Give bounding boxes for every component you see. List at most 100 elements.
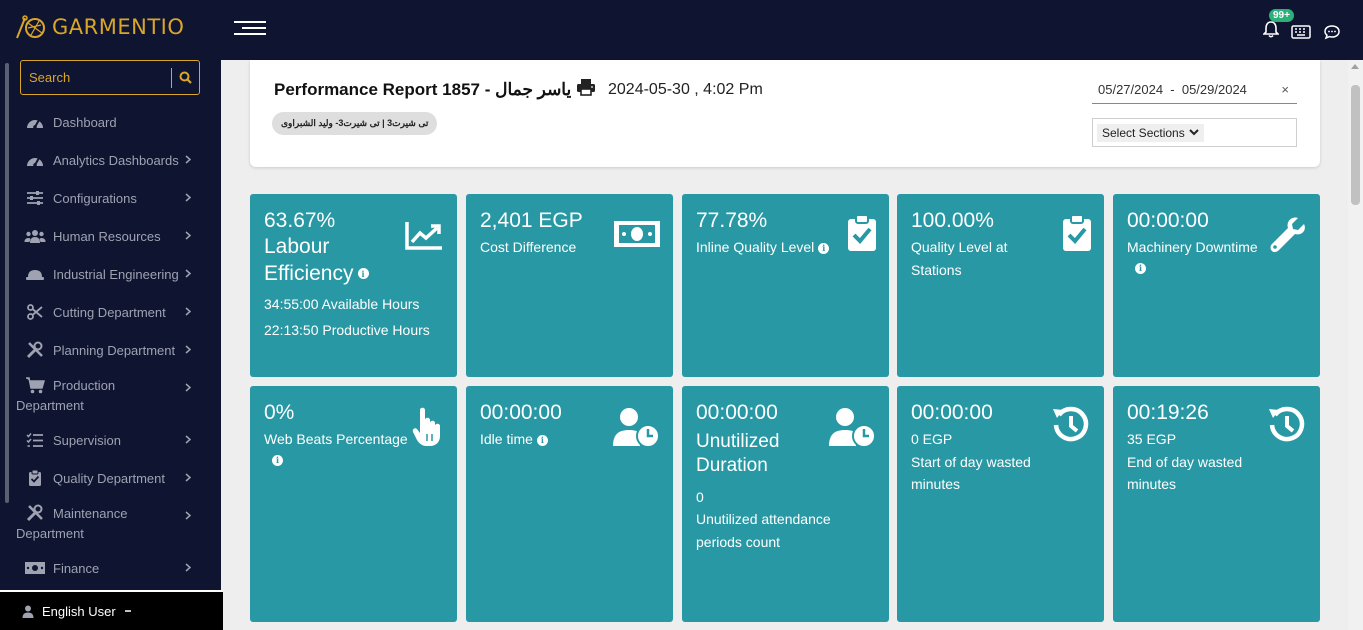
card-labour-efficiency: 63.67% Labour Efficiency i 34:55:00 Avail… [250, 194, 457, 377]
sidebar-item-label: Cutting Department [53, 304, 166, 320]
chevron-down-icon [1189, 129, 1199, 136]
clipboard-check-icon [1063, 214, 1091, 251]
sidebar-item-supervision[interactable]: Supervision [0, 421, 221, 459]
date-range-value: 05/27/2024 - 05/29/2024 [1098, 82, 1247, 97]
sidebar-item-industrial-engineering[interactable]: Industrial Engineering [0, 255, 221, 293]
logo[interactable]: GARMENTIO [14, 14, 184, 40]
search-input[interactable] [21, 70, 171, 85]
sidebar-item-maintenance-department[interactable]: Maintenance Department [0, 497, 221, 549]
sidebar-item-quality-department[interactable]: Quality Department [0, 459, 221, 497]
date-range-picker[interactable]: 05/27/2024 - 05/29/2024 × [1092, 76, 1297, 104]
sidebar-item-label: Maintenance [53, 505, 128, 521]
card-label: Idle time i [480, 428, 659, 450]
wrench-icon [1270, 217, 1305, 253]
notifications-button[interactable]: 99+ [1262, 9, 1294, 43]
info-icon[interactable]: i [357, 268, 369, 280]
card-value: 00:00:00 [696, 401, 778, 424]
sidebar-item-finance[interactable]: Finance [0, 549, 221, 587]
shift-chip[interactable]: تى شيرت3 | تى شيرت3- وليد الشبراوى [272, 112, 438, 135]
unutilized-count: 0 [696, 488, 704, 505]
card-label: End of day wasted minutes [1127, 453, 1243, 493]
sidebar-item-configurations[interactable]: Configurations [0, 179, 221, 217]
sidebar-item-production-department[interactable]: Production Department [0, 369, 221, 421]
scissors-icon [27, 304, 43, 320]
info-icon[interactable]: i [818, 243, 830, 255]
chevron-right-icon [185, 269, 191, 278]
chat-icon[interactable] [1323, 24, 1341, 40]
sidebar-item-label: Supervision [53, 432, 121, 448]
card-label: Start of day wasted minutes [911, 453, 1031, 493]
card-quality-stations: 100.00% Quality Level at Stations [897, 194, 1104, 377]
clipboard-check-icon [848, 214, 876, 251]
select-sections-label: Select Sections [1102, 125, 1185, 140]
print-icon[interactable] [576, 78, 596, 96]
dropdown-caret-icon [124, 610, 131, 612]
sections-select: Select Sections [1092, 118, 1297, 147]
keyboard-icon[interactable] [1291, 24, 1311, 39]
scroll-up-arrow[interactable] [1351, 64, 1359, 69]
card-web-beats: 0% Web Beats Percentage i [250, 386, 457, 622]
tools-icon [26, 341, 43, 359]
clear-date-button[interactable]: × [1281, 82, 1289, 97]
select-sections-button[interactable]: Select Sections [1097, 123, 1204, 142]
top-bar: GARMENTIO 99+ [0, 0, 1363, 60]
sidebar-item-label: Industrial Engineering [53, 266, 179, 282]
sidebar-search [20, 60, 200, 95]
chart-line-icon [405, 222, 442, 250]
chevron-right-icon [185, 231, 191, 240]
card-label: Cost Difference [480, 239, 577, 256]
card-value: 63.67% Labour Efficiency i [264, 208, 404, 287]
card-value: 2,401 EGP [480, 209, 583, 232]
cart-icon [26, 376, 45, 393]
money-bill-icon [614, 221, 660, 247]
gauge-icon [27, 119, 43, 129]
info-icon[interactable]: i [536, 435, 548, 447]
history-icon [1053, 406, 1089, 442]
card-value: 00:00:00 [1127, 209, 1209, 232]
card-label: Web Beats Percentage [264, 431, 408, 448]
sidebar-item-label: Dashboard [53, 114, 117, 130]
sidebar: Dashboard Analytics Dashboards Configura… [0, 60, 221, 630]
sidebar-item-cutting-department[interactable]: Cutting Department [0, 293, 221, 331]
card-value: 0% [264, 401, 295, 424]
user-menu[interactable]: English User [0, 590, 223, 630]
user-clock-icon [613, 408, 660, 448]
scroll-thumb[interactable] [1351, 85, 1360, 205]
card-machinery-downtime: 00:00:00 Machinery Downtime i [1113, 194, 1320, 377]
info-icon[interactable]: i [272, 454, 283, 466]
needle-logo-icon [16, 15, 45, 39]
card-inline-quality: 77.78% Inline Quality Level i [682, 194, 889, 377]
sidebar-item-label: Planning Department [53, 342, 176, 358]
hand-pointer-icon [412, 407, 440, 446]
sidebar-item-label-line2: Department [16, 398, 84, 413]
main-scrollbar[interactable] [1348, 60, 1363, 630]
card-title: Unutilized Duration [696, 431, 780, 476]
sidebar-item-dashboard[interactable]: Dashboard [0, 103, 221, 141]
chevron-right-icon [185, 511, 191, 520]
sidebar-scrollbar[interactable] [5, 63, 9, 503]
notification-count-badge: 99+ [1269, 9, 1294, 22]
user-name: English User [42, 603, 116, 619]
sidebar-item-label-line2: Department [16, 526, 84, 541]
chevron-right-icon [185, 435, 191, 444]
sidebar-item-human-resources[interactable]: Human Resources [0, 217, 221, 255]
productive-hours: 22:13:50 Productive Hours [264, 322, 430, 339]
card-egp: 35 EGP [1127, 431, 1177, 448]
hamburger-line [234, 33, 266, 35]
chevron-right-icon [185, 193, 191, 202]
bell-icon [1262, 21, 1280, 38]
info-icon[interactable]: i [1135, 262, 1146, 274]
chevron-right-icon [185, 307, 191, 316]
card-idle-time: 00:00:00 Idle time i [466, 386, 673, 622]
page-title: Performance Report 1857 - ياسر جمال [274, 80, 572, 99]
menu-toggle-button[interactable] [234, 21, 266, 37]
hardhat-icon [26, 270, 44, 280]
hamburger-line [242, 27, 266, 29]
sidebar-item-analytics-dashboards[interactable]: Analytics Dashboards [0, 141, 221, 179]
search-button[interactable] [172, 71, 199, 84]
history-icon [1269, 406, 1305, 442]
card-egp: 0 EGP [911, 431, 953, 448]
card-start-day-wasted: 00:00:00 0 EGP Start of day wasted minut… [897, 386, 1104, 622]
chevron-right-icon [185, 383, 191, 392]
sidebar-item-planning-department[interactable]: Planning Department [0, 331, 221, 369]
